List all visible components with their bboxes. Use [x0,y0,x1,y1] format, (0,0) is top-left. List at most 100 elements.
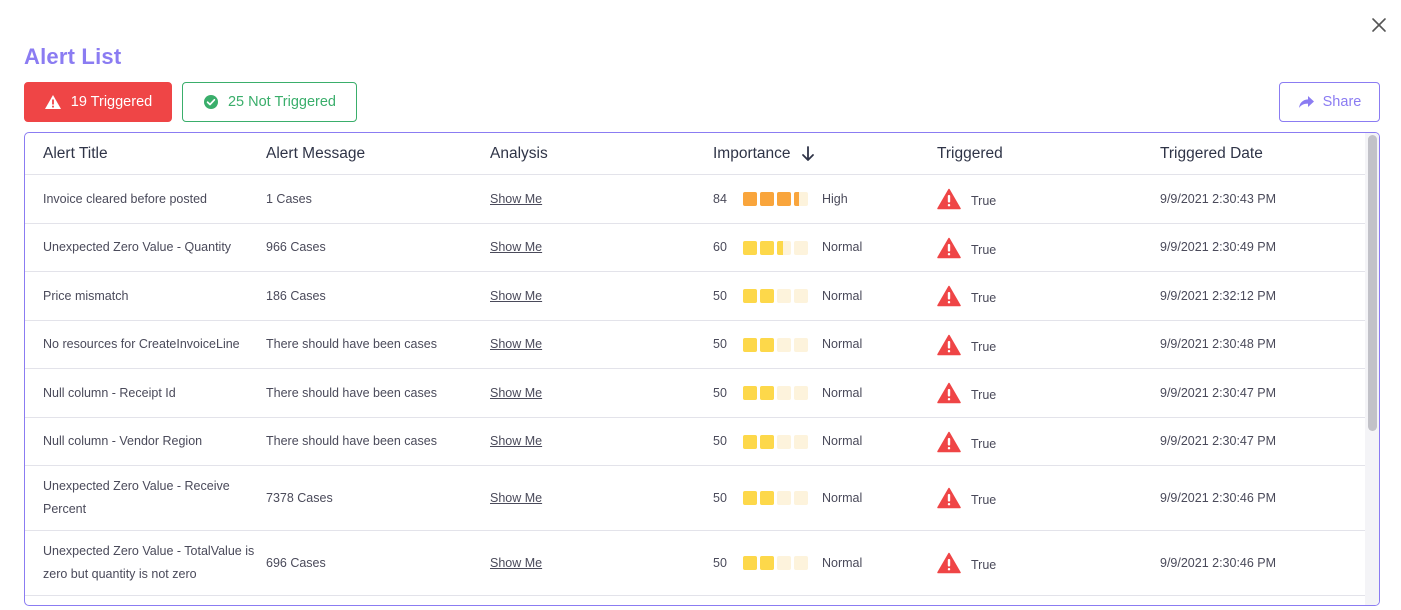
table-row[interactable]: Invoice cleared before posted 1 Cases Show… [25,175,1365,224]
triggered-filter-label: 19 Triggered [70,94,153,110]
page-title: Alert List [24,44,122,69]
analysis-cell: Show Me [490,175,690,223]
analysis-cell: Show Me [490,272,690,320]
triggered-value: True [971,558,997,572]
importance-bar [743,289,808,303]
table-row[interactable]: Unexpected Zero Value - Quantity 966 Case… [25,224,1365,272]
alert-message-cell: 186 Cases [266,288,326,303]
table-row[interactable]: Null column - Receipt Id There should hav… [25,369,1365,418]
importance-score: 50 [713,434,727,448]
show-me-link[interactable]: Show Me [490,490,543,505]
column-header-analysis[interactable]: Analysis [490,145,548,162]
triggered-value: True [971,291,997,305]
alert-title-cell: No resources for CreateInvoiceLine [43,337,240,351]
table-row[interactable]: Null column - Vendor Region There should … [25,418,1365,466]
arrow-down-icon [801,146,814,161]
column-header-alert-message[interactable]: Alert Message [266,145,366,162]
importance-cell: 50 Normal [713,272,928,320]
triggered-date-cell: 9/9/2021 2:32:12 PM [1160,288,1277,303]
importance-segment [777,556,791,570]
importance-cell: 50 Normal [713,466,928,530]
alert-title-cell: Unexpected Zero Value - Quantity [43,240,232,254]
column-header-importance[interactable]: Importance [713,133,815,175]
triggered-date-cell: 9/9/2021 2:30:47 PM [1160,434,1277,448]
importance-segment [743,491,757,505]
analysis-cell: Show Me [490,531,690,595]
share-label: Share [1322,94,1362,110]
alert-message-cell: There should have been cases [266,385,437,400]
triggered-value: True [971,436,997,451]
importance-score: 50 [713,490,727,505]
importance-bar [743,337,808,352]
column-header-alert-title[interactable]: Alert Title [43,145,108,162]
column-header-importance-label: Importance [713,145,791,162]
importance-segment [794,337,808,352]
warning-icon [937,382,961,404]
importance-segment [794,491,808,505]
importance-segment [760,337,774,352]
table-row[interactable]: No resources for CreateInvoiceLine There … [25,321,1365,369]
importance-segment [760,491,774,505]
triggered-value: True [971,242,997,257]
share-button[interactable]: Share [1279,82,1380,122]
triggered-value: True [971,388,997,402]
importance-segment [777,289,791,303]
show-me-link[interactable]: Show Me [490,385,543,400]
importance-segment [777,337,791,352]
triggered-date-cell: 9/9/2021 2:30:48 PM [1160,337,1277,351]
triggered-cell: True [937,224,1137,271]
triggered-cell: True [937,418,1137,465]
column-header-triggered-date[interactable]: Triggered Date [1160,145,1263,162]
alert-title-cell: Unexpected Zero Value - Receive Percent [43,479,230,516]
triggered-cell: True [937,175,1137,223]
alert-title-cell: Unexpected Zero Value - TotalValue is ze… [43,544,255,581]
importance-level: Normal [822,490,863,505]
importance-score: 50 [713,337,727,351]
triggered-value: True [971,339,997,354]
importance-segment [794,240,808,255]
analysis-cell: Show Me [490,466,690,530]
importance-segment [743,289,757,303]
importance-score: 50 [713,288,727,303]
vertical-scrollbar[interactable] [1365,133,1379,605]
table-row[interactable]: Price mismatch 186 Cases Show Me 50 Normal Tr… [25,272,1365,321]
importance-segment [777,386,791,400]
close-icon [1372,18,1386,32]
show-me-link[interactable]: Show Me [490,288,543,303]
show-me-link[interactable]: Show Me [490,240,543,254]
importance-level: Normal [822,434,863,448]
show-me-link[interactable]: Show Me [490,337,543,351]
show-me-link[interactable]: Show Me [490,191,543,206]
show-me-link[interactable]: Show Me [490,555,543,570]
column-header-triggered[interactable]: Triggered [937,145,1003,162]
show-me-link[interactable]: Show Me [490,434,543,448]
importance-bar [743,386,808,400]
importance-segment [777,491,791,505]
importance-bar [743,240,808,255]
importance-segment [760,386,774,400]
alert-message-cell: 7378 Cases [266,490,333,505]
scrollbar-thumb[interactable] [1368,135,1377,431]
importance-level: Normal [822,240,863,254]
triggered-filter-button[interactable]: 19 Triggered [24,82,172,122]
triggered-cell: True [937,531,1137,595]
importance-cell: 60 Normal [713,224,928,271]
triggered-date-cell: 9/9/2021 2:30:47 PM [1160,385,1277,400]
alert-title-cell: Price mismatch [43,288,129,303]
table-row[interactable]: Unexpected Zero Value - TotalValue is ze… [25,531,1365,596]
table-row[interactable]: Unexpected Zero Value - Receive Percent 7… [25,466,1365,531]
triggered-date-cell: 9/9/2021 2:30:46 PM [1160,555,1277,570]
importance-level: Normal [822,385,863,400]
importance-segment [760,192,774,206]
table-header: Alert Title Alert Message Analysis Impor… [25,133,1365,175]
importance-segment [743,337,757,352]
importance-level: Normal [822,288,863,303]
share-icon [1298,96,1314,108]
alert-title-cell: Null column - Vendor Region [43,434,203,448]
alert-table: Alert Title Alert Message Analysis Impor… [24,132,1380,606]
not-triggered-filter-button[interactable]: 25 Not Triggered [182,82,357,122]
close-button[interactable] [1369,15,1389,35]
analysis-cell: Show Me [490,369,690,417]
warning-icon [937,552,961,574]
importance-level: High [822,191,848,206]
